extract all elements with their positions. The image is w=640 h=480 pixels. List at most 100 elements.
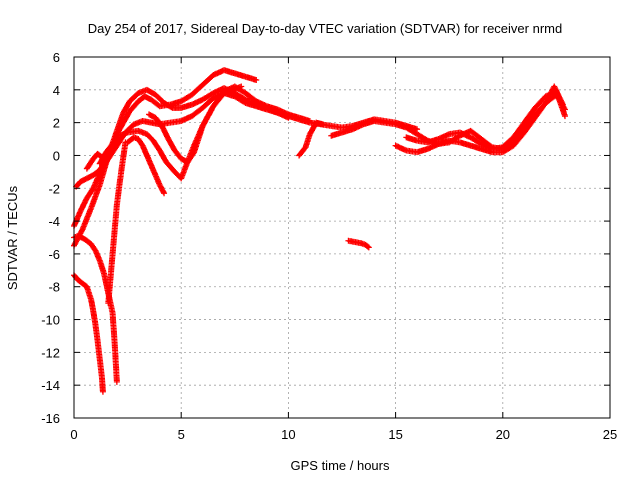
series-trace xyxy=(511,120,527,140)
series-trace xyxy=(94,339,103,361)
series-trace xyxy=(172,148,184,161)
series-trace xyxy=(121,99,132,115)
x-tick-label: 15 xyxy=(388,427,402,442)
x-tick-label: 10 xyxy=(281,427,295,442)
series-trace xyxy=(92,323,101,343)
series-trace xyxy=(501,143,516,155)
series-trace xyxy=(151,138,162,153)
series-trace xyxy=(363,242,371,250)
data-points xyxy=(71,67,568,395)
series-trace xyxy=(74,179,83,189)
series-trace xyxy=(90,309,99,326)
series-14 xyxy=(403,88,568,152)
series-trace xyxy=(140,144,152,162)
data-point xyxy=(319,121,326,128)
series-trace xyxy=(243,91,258,104)
series-trace xyxy=(97,258,107,276)
series-trace xyxy=(145,132,156,143)
series-trace xyxy=(97,153,111,187)
data-point xyxy=(365,244,372,251)
series-trace xyxy=(78,176,89,185)
series-11 xyxy=(296,119,326,159)
series-trace xyxy=(110,133,122,146)
series-9 xyxy=(71,272,106,395)
series-trace xyxy=(109,311,118,346)
y-tick-label: 2 xyxy=(53,116,60,131)
series-trace xyxy=(511,130,527,148)
series-trace xyxy=(522,115,538,135)
series-trace xyxy=(191,124,206,154)
series-trace xyxy=(145,87,158,97)
series-trace xyxy=(76,278,85,286)
series-trace xyxy=(359,240,368,248)
y-tick-label: 6 xyxy=(53,50,60,65)
series-trace xyxy=(307,120,319,136)
y-tick-label: -16 xyxy=(41,411,60,426)
series-trace xyxy=(82,237,94,247)
series-trace xyxy=(118,140,129,174)
y-tick-label: -2 xyxy=(48,181,60,196)
x-tick-label: 20 xyxy=(496,427,510,442)
data-point xyxy=(161,190,168,197)
series-trace xyxy=(121,109,132,125)
series-10 xyxy=(105,139,129,307)
y-tick-label: -8 xyxy=(48,280,60,295)
x-tick-label: 0 xyxy=(70,427,77,442)
data-point xyxy=(122,139,129,146)
data-point xyxy=(306,117,313,124)
series-trace xyxy=(164,160,177,174)
series-trace xyxy=(162,100,175,111)
series-trace xyxy=(72,233,80,240)
series-trace xyxy=(84,157,96,171)
series-trace xyxy=(114,111,126,133)
chart-title: Day 254 of 2017, Sidereal Day-to-day VTE… xyxy=(88,21,562,36)
series-15 xyxy=(345,237,372,251)
series-7 xyxy=(146,83,313,166)
series-trace xyxy=(532,101,548,120)
series-trace xyxy=(132,135,140,142)
series-trace xyxy=(200,96,216,110)
series-trace xyxy=(468,128,484,142)
series-trace xyxy=(127,99,141,114)
series-trace xyxy=(153,173,163,187)
series-trace xyxy=(78,196,90,213)
series-trace xyxy=(500,135,516,150)
data-point xyxy=(99,388,106,395)
series-trace xyxy=(469,135,483,147)
y-tick-label: -10 xyxy=(41,313,60,328)
x-axis-label: GPS time / hours xyxy=(291,458,390,473)
series-6 xyxy=(124,134,168,197)
data-point xyxy=(221,88,228,95)
series-trace xyxy=(211,89,227,108)
y-tick-label: 0 xyxy=(53,148,60,163)
series-trace xyxy=(185,150,197,164)
series-trace xyxy=(114,170,124,207)
series-trace xyxy=(91,168,102,178)
y-tick-label: -14 xyxy=(41,378,60,393)
series-trace xyxy=(143,94,153,102)
series-trace xyxy=(153,115,164,128)
series-trace xyxy=(201,90,215,102)
y-tick-label: -4 xyxy=(48,214,60,229)
axis-ticks: 0 5 10 15 20 25 -16 -14 -12 -10 -8 -6 -4 -2 0 2 4 6 xyxy=(41,50,617,442)
series-trace xyxy=(71,273,81,283)
data-point xyxy=(113,378,120,385)
series-trace xyxy=(80,206,94,231)
series-trace xyxy=(149,97,162,109)
series-trace xyxy=(111,342,120,384)
y-tick-label: 4 xyxy=(53,83,60,98)
series-trace xyxy=(200,73,216,87)
y-tick-label: -12 xyxy=(41,345,60,360)
series-trace xyxy=(127,91,141,104)
series-trace xyxy=(233,94,248,106)
series-trace xyxy=(84,186,96,200)
y-tick-label: -6 xyxy=(48,247,60,262)
series-trace xyxy=(157,183,167,195)
series-trace xyxy=(95,151,104,160)
series-trace xyxy=(104,142,115,154)
x-tick-label: 25 xyxy=(603,427,617,442)
series-trace xyxy=(190,105,205,119)
data-point xyxy=(253,76,260,83)
series-trace xyxy=(190,82,205,97)
